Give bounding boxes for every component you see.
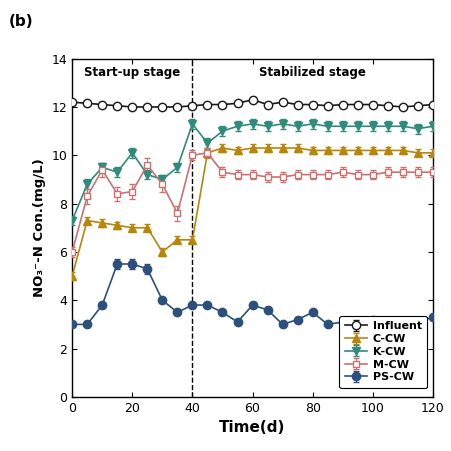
Text: (b): (b) [9, 14, 34, 28]
Legend: Influent, C-CW, K-CW, M-CW, PS-CW: Influent, C-CW, K-CW, M-CW, PS-CW [340, 316, 428, 388]
Text: Start-up stage: Start-up stage [84, 66, 180, 79]
Text: Stabilized stage: Stabilized stage [259, 66, 366, 79]
Y-axis label: NO₃⁻-N Con.(mg/L): NO₃⁻-N Con.(mg/L) [33, 158, 46, 297]
X-axis label: Time(d): Time(d) [219, 420, 286, 435]
